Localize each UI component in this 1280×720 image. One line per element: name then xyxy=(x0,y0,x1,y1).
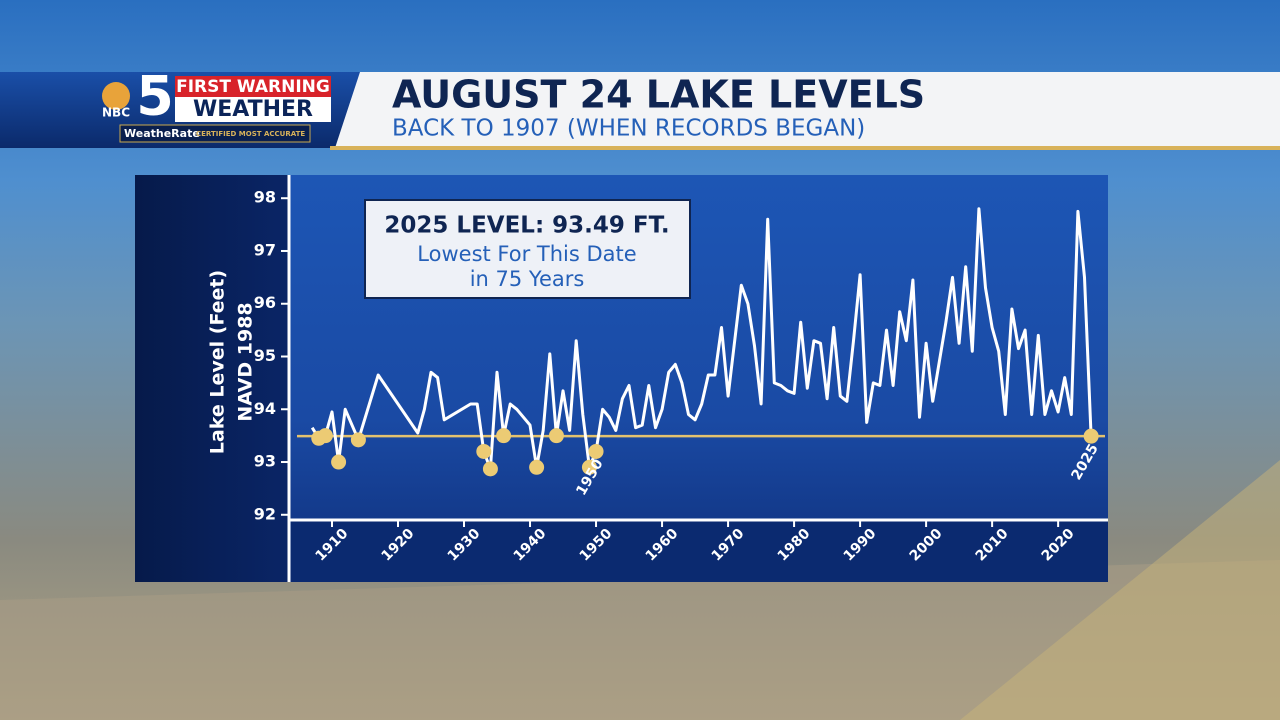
y-tick-label: 97 xyxy=(254,240,276,259)
badge-bottom-box xyxy=(175,97,331,122)
low-marker xyxy=(476,443,492,459)
y-label-column xyxy=(135,175,288,582)
x-axis-band xyxy=(291,521,1108,582)
y-axis-label: NAVD 1988 xyxy=(235,302,257,421)
network: NBC xyxy=(102,106,130,120)
sand xyxy=(960,460,1280,720)
y-tick-label: 98 xyxy=(254,188,276,207)
tagline: CERTIFIED MOST ACCURATE xyxy=(196,130,305,138)
shore xyxy=(0,560,1280,720)
subtitle: BACK TO 1907 (WHEN RECORDS BEGAN) xyxy=(392,116,865,142)
low-marker xyxy=(1083,428,1099,444)
y-tick-label: 94 xyxy=(254,399,276,418)
y-tick-label: 95 xyxy=(254,346,276,365)
brand-box xyxy=(119,124,311,143)
low-marker xyxy=(496,428,512,444)
low-marker xyxy=(529,459,545,475)
y-tick-label: 96 xyxy=(254,293,276,312)
badge-top-box xyxy=(175,76,331,97)
low-marker xyxy=(548,428,564,444)
y-tick-label: 93 xyxy=(254,452,276,471)
low-marker xyxy=(350,432,366,448)
badge-bottom: WEATHER xyxy=(193,97,313,122)
low-marker xyxy=(317,428,333,444)
low-marker xyxy=(581,459,597,475)
peacock xyxy=(102,82,130,110)
y-tick-label: 92 xyxy=(254,504,276,523)
title: AUGUST 24 LAKE LEVELS xyxy=(392,73,925,117)
annotation-line: Lowest For This Date xyxy=(417,242,636,266)
brand: WeatheRate xyxy=(124,127,200,140)
annotation-line: in 75 Years xyxy=(470,267,585,291)
title-rule xyxy=(330,146,1280,150)
level-line xyxy=(310,207,1093,471)
low-marker xyxy=(331,454,347,470)
low-marker xyxy=(588,443,604,459)
annotation-box xyxy=(364,199,691,299)
low-marker xyxy=(482,461,498,477)
logo-number: 5 xyxy=(136,65,174,128)
title-band xyxy=(335,72,1280,148)
badge-top: FIRST WARNING xyxy=(176,77,330,97)
annotation-title: 2025 LEVEL: 93.49 FT. xyxy=(384,213,669,239)
y-axis-label: Lake Level (Feet) xyxy=(207,270,229,454)
